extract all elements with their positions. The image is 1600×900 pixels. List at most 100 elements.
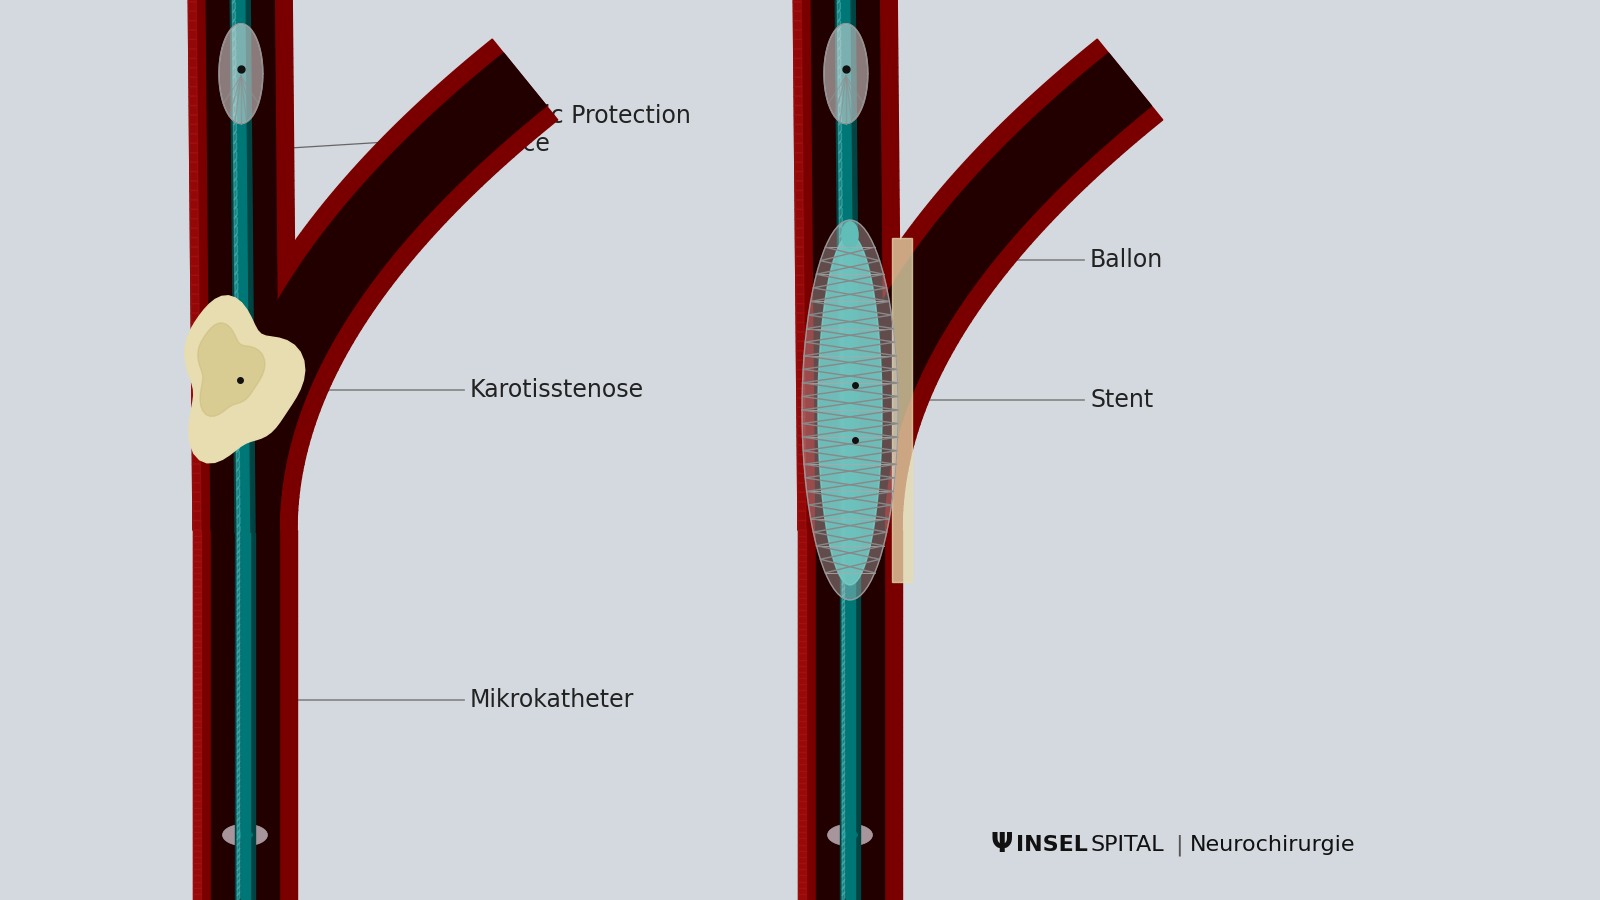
Polygon shape: [816, 887, 883, 894]
Polygon shape: [845, 707, 854, 714]
Polygon shape: [237, 886, 240, 896]
Polygon shape: [237, 854, 240, 865]
Polygon shape: [355, 159, 438, 237]
Polygon shape: [235, 763, 254, 769]
Polygon shape: [232, 132, 251, 142]
Polygon shape: [838, 282, 858, 292]
Polygon shape: [194, 548, 202, 554]
Polygon shape: [190, 293, 294, 304]
Polygon shape: [845, 782, 854, 788]
Polygon shape: [237, 606, 240, 616]
Polygon shape: [235, 806, 254, 813]
Polygon shape: [328, 192, 414, 266]
Polygon shape: [797, 454, 901, 464]
Polygon shape: [194, 660, 202, 666]
Polygon shape: [240, 533, 250, 539]
Polygon shape: [240, 894, 250, 900]
Polygon shape: [238, 385, 248, 394]
Polygon shape: [194, 684, 202, 690]
Polygon shape: [798, 844, 806, 850]
Polygon shape: [1088, 39, 1163, 128]
Polygon shape: [232, 28, 235, 41]
Polygon shape: [974, 171, 1030, 225]
Polygon shape: [838, 65, 842, 78]
Polygon shape: [840, 639, 861, 645]
Polygon shape: [1069, 55, 1144, 142]
Polygon shape: [842, 693, 845, 703]
Polygon shape: [845, 887, 854, 894]
Polygon shape: [235, 401, 238, 415]
Polygon shape: [192, 454, 296, 464]
Polygon shape: [794, 124, 803, 134]
Polygon shape: [840, 545, 861, 552]
Polygon shape: [798, 629, 902, 634]
Polygon shape: [211, 752, 278, 758]
Polygon shape: [190, 172, 198, 181]
Polygon shape: [795, 266, 803, 275]
Polygon shape: [237, 631, 240, 641]
Polygon shape: [842, 544, 845, 554]
Polygon shape: [240, 394, 248, 404]
Polygon shape: [795, 171, 899, 182]
Text: SPITAL: SPITAL: [1090, 835, 1163, 855]
Polygon shape: [234, 224, 237, 238]
Polygon shape: [194, 826, 298, 832]
Polygon shape: [837, 123, 856, 132]
Polygon shape: [840, 695, 861, 701]
Polygon shape: [842, 113, 851, 123]
Polygon shape: [798, 598, 902, 604]
Polygon shape: [842, 662, 845, 672]
Polygon shape: [842, 550, 845, 560]
Polygon shape: [816, 850, 883, 857]
Polygon shape: [840, 626, 861, 633]
Polygon shape: [798, 610, 806, 616]
Polygon shape: [816, 709, 883, 715]
Polygon shape: [845, 533, 854, 539]
Polygon shape: [235, 832, 254, 838]
Polygon shape: [802, 470, 906, 491]
Polygon shape: [235, 633, 254, 639]
Polygon shape: [798, 678, 902, 684]
Polygon shape: [194, 496, 298, 511]
Polygon shape: [237, 531, 240, 541]
Polygon shape: [814, 379, 883, 389]
Polygon shape: [842, 867, 845, 877]
Polygon shape: [797, 436, 901, 446]
Polygon shape: [960, 159, 1045, 237]
Polygon shape: [226, 357, 325, 405]
Polygon shape: [240, 850, 250, 857]
Polygon shape: [798, 591, 902, 598]
Polygon shape: [192, 379, 200, 389]
Polygon shape: [837, 254, 858, 264]
Polygon shape: [235, 392, 238, 406]
Polygon shape: [816, 697, 883, 703]
Polygon shape: [206, 40, 275, 50]
Polygon shape: [800, 487, 904, 504]
Polygon shape: [237, 458, 240, 472]
Polygon shape: [813, 409, 915, 445]
Polygon shape: [837, 160, 856, 170]
Polygon shape: [210, 341, 277, 351]
Polygon shape: [240, 881, 250, 887]
Polygon shape: [794, 21, 802, 30]
Polygon shape: [816, 580, 883, 586]
Polygon shape: [798, 770, 902, 777]
Polygon shape: [816, 876, 883, 881]
Polygon shape: [235, 707, 254, 714]
Polygon shape: [998, 119, 1080, 201]
Polygon shape: [843, 226, 851, 236]
Polygon shape: [797, 388, 901, 399]
Polygon shape: [230, 104, 251, 114]
Polygon shape: [211, 497, 280, 509]
Polygon shape: [842, 20, 850, 30]
Polygon shape: [794, 77, 802, 86]
Polygon shape: [798, 623, 902, 629]
Polygon shape: [237, 711, 240, 722]
Polygon shape: [194, 721, 298, 727]
Polygon shape: [795, 219, 803, 229]
Polygon shape: [798, 580, 806, 586]
Polygon shape: [798, 869, 806, 876]
Polygon shape: [235, 374, 238, 387]
Polygon shape: [242, 324, 338, 377]
Polygon shape: [794, 49, 898, 58]
